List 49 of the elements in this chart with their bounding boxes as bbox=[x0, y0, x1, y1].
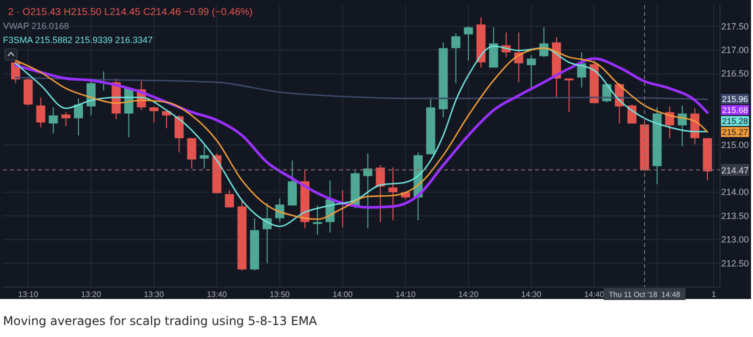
candlestick bbox=[451, 32, 460, 84]
data-label: 215.68 bbox=[722, 105, 748, 116]
x-tick-label: 1 bbox=[711, 290, 716, 299]
candlestick bbox=[363, 152, 372, 229]
candlestick bbox=[275, 198, 284, 223]
candlestick bbox=[564, 78, 574, 113]
text: Moving averages for scalp trading using 5-8-13 EMA bbox=[3, 314, 318, 328]
candlestick bbox=[312, 204, 322, 236]
y-tick-label: 215.00 bbox=[721, 140, 749, 150]
candlestick bbox=[162, 110, 172, 129]
candlestick bbox=[200, 144, 209, 170]
annotation: VWAP 216.0168 bbox=[3, 21, 70, 31]
candlestick bbox=[627, 104, 636, 124]
data-label: 215.96 bbox=[722, 94, 748, 104]
x-tick-label: 14:00 bbox=[332, 290, 354, 299]
candlestick bbox=[224, 189, 234, 208]
candlestick bbox=[149, 106, 158, 124]
y-tick-label: 213.00 bbox=[721, 234, 749, 245]
y-tick-label: 217.00 bbox=[721, 45, 749, 56]
x-tick-label: 14:20 bbox=[458, 290, 479, 299]
candlestick bbox=[74, 98, 83, 136]
candlestick bbox=[174, 114, 184, 153]
candlestick bbox=[61, 112, 70, 127]
data-label: 215.27 bbox=[722, 127, 748, 138]
x-tick-label: 14:10 bbox=[396, 290, 416, 299]
candlestick bbox=[665, 106, 674, 139]
candlestick bbox=[526, 54, 536, 91]
annotation: F3SMA 215.5882 215.9339 216.3347 bbox=[3, 35, 153, 45]
chart-title: 2 · O215.43 H215.50 L214.45 C214.46 −0.99 (−0.46%) bbox=[8, 7, 253, 18]
y-tick-label: 212.50 bbox=[721, 258, 749, 268]
x-tick-label: 13:30 bbox=[144, 290, 164, 299]
candlestick bbox=[678, 104, 687, 147]
ref-line-label: 214.47 bbox=[721, 165, 749, 176]
candlestick bbox=[187, 138, 196, 170]
candlestick bbox=[48, 106, 58, 134]
candlestick bbox=[464, 26, 473, 61]
candlestick bbox=[388, 167, 398, 221]
y-tick-label: 217.50 bbox=[721, 21, 749, 32]
y-tick-label: 214.00 bbox=[721, 187, 749, 198]
x-tick-label: 13:40 bbox=[206, 290, 228, 299]
x-tick-label: 14:40 bbox=[584, 290, 605, 299]
y-tick-label: 216.50 bbox=[721, 68, 749, 79]
x-tick-label: 14:30 bbox=[521, 290, 542, 299]
data-label: 215.28 bbox=[722, 116, 748, 126]
candlestick bbox=[36, 96, 46, 128]
y-tick-label: 213.50 bbox=[721, 210, 749, 221]
x-tick-label: 13:10 bbox=[18, 290, 39, 299]
x-tick-label: 13:50 bbox=[270, 290, 290, 299]
x-tick-label: 13:20 bbox=[81, 290, 102, 299]
